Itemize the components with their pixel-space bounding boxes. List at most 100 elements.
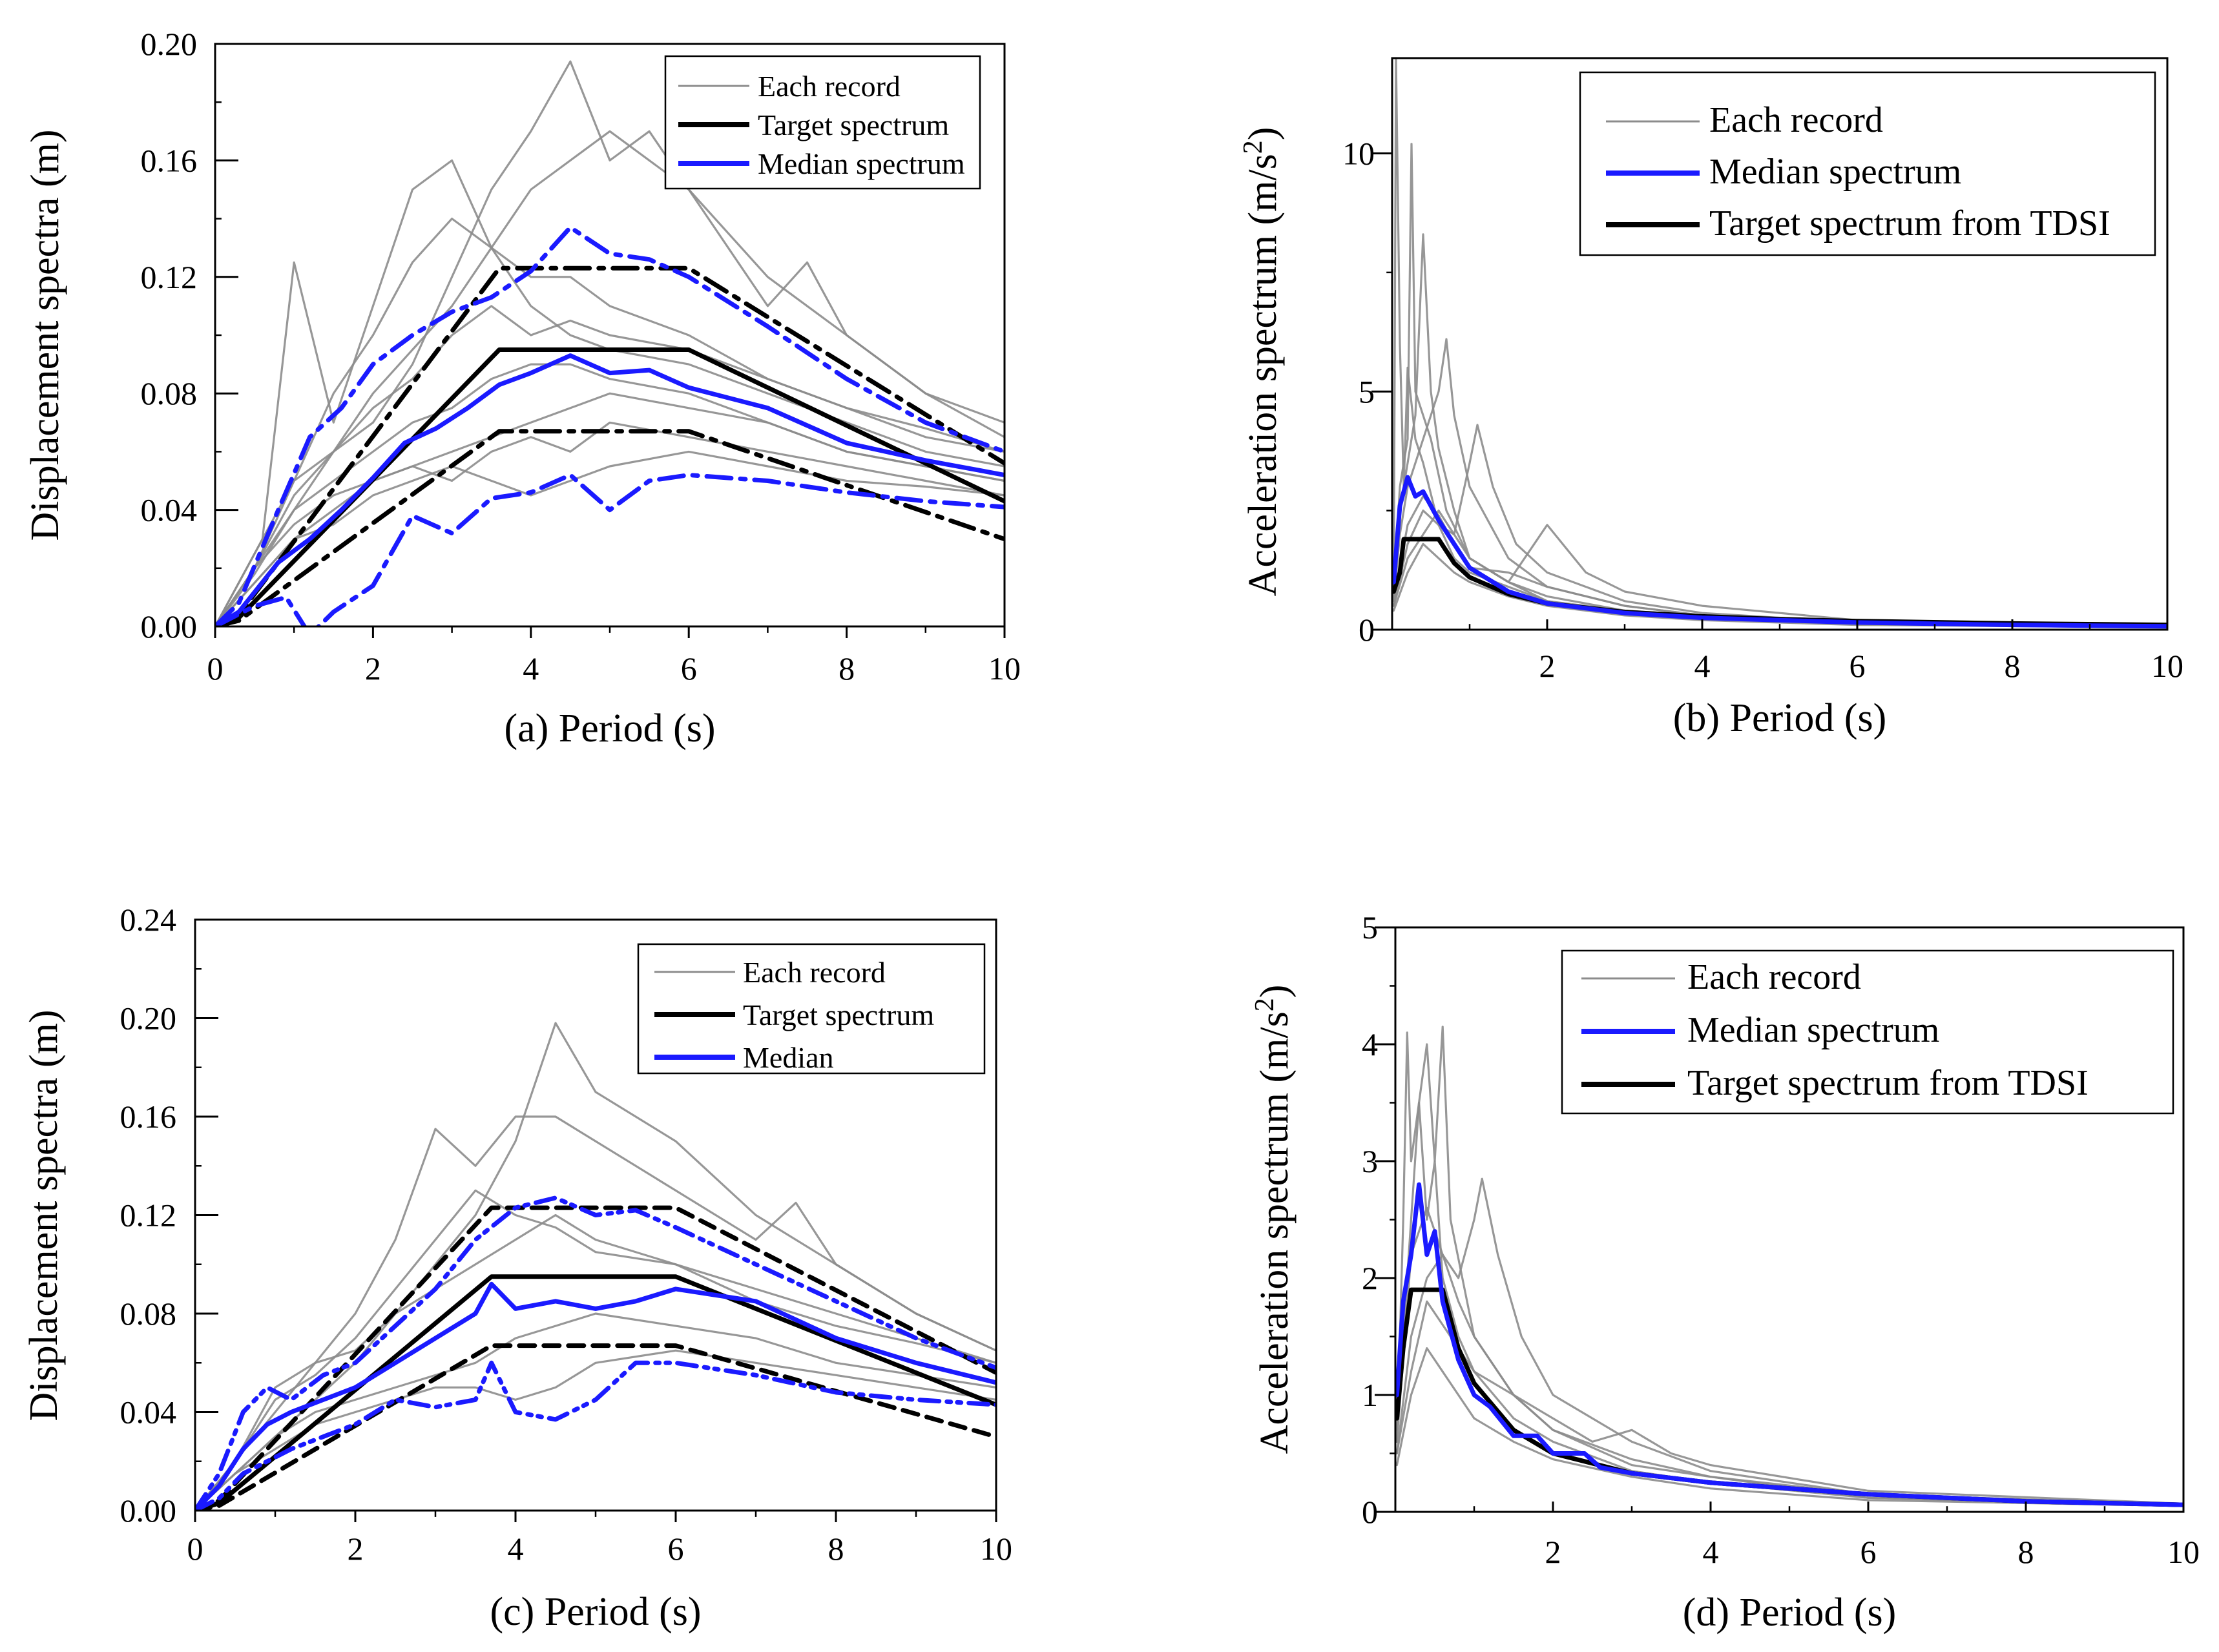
series-line-each-record bbox=[1392, 542, 2167, 628]
series-line-each-record bbox=[1395, 1347, 2183, 1507]
y-tick-label: 0.04 bbox=[141, 492, 198, 528]
x-tick-label: 6 bbox=[668, 1531, 684, 1567]
y-tick-label: 0 bbox=[1362, 1494, 1378, 1530]
panel-c: 0 2 4 6 8 10 0.00 0.04 0.08 0.12 0.16 0.20 0.24 (c) P… bbox=[22, 902, 1012, 1634]
x-axis-title: (d) Period (s) bbox=[1683, 1591, 1897, 1635]
x-tick-label: 2 bbox=[1545, 1534, 1561, 1570]
legend-label: Median spectrum bbox=[1709, 152, 1961, 192]
x-tick-label: 2 bbox=[365, 650, 381, 687]
legend-box bbox=[637, 943, 986, 1075]
y-axis-title: Acceleration spectrum (m/s2) bbox=[1238, 127, 1285, 597]
y-tick-label: 0.24 bbox=[120, 902, 177, 938]
y-tick-label: 0.16 bbox=[120, 1099, 177, 1135]
legend: Each record Target spectrum Median spectru… bbox=[664, 55, 981, 190]
legend-label: Target spectrum bbox=[758, 108, 949, 141]
x-tick-label: 10 bbox=[988, 650, 1021, 687]
legend-label: Median spectrum bbox=[1687, 1010, 1939, 1050]
x-tick-label: 0 bbox=[187, 1531, 203, 1567]
y-tick-label: 0.08 bbox=[141, 375, 198, 411]
legend-label: Target spectrum bbox=[743, 998, 934, 1031]
y-tick-label: 0.12 bbox=[120, 1197, 177, 1234]
x-tick-label: 6 bbox=[1860, 1534, 1877, 1570]
legend: Each record Target spectrum Median bbox=[637, 943, 986, 1075]
series-line-each-record bbox=[215, 421, 1005, 626]
series-line-median-lower bbox=[195, 1360, 996, 1511]
x-tick-label: 4 bbox=[508, 1531, 524, 1567]
series-line-each-record bbox=[215, 130, 1005, 626]
series-line-each-record bbox=[1395, 1177, 2183, 1506]
y-tick-label: 2 bbox=[1362, 1260, 1378, 1296]
y-tick-label: 5 bbox=[1359, 373, 1375, 409]
series-line-median-spectrum bbox=[1392, 475, 2167, 629]
series-line-each-record bbox=[1395, 1300, 2183, 1505]
series-group bbox=[1392, 57, 2167, 629]
series-line-target-upper-bound bbox=[195, 1205, 996, 1511]
series-line-each-record bbox=[1392, 509, 2167, 628]
series-line-each-record bbox=[195, 1349, 996, 1511]
x-tick-label: 8 bbox=[828, 1531, 844, 1567]
series-line-median bbox=[195, 1281, 996, 1511]
panel-b: 2 4 6 8 10 0 5 10 (b) Period (s) Acceleration spe… bbox=[1238, 57, 2183, 740]
series-line-each-record bbox=[215, 363, 1005, 626]
y-tick-label: 0.00 bbox=[141, 608, 198, 645]
legend: Each record Median spectrum Target spectru… bbox=[1561, 949, 2174, 1115]
series-line-each-record bbox=[1395, 1206, 2183, 1507]
y-tick-label: 10 bbox=[1342, 136, 1375, 172]
y-tick-label: 0.16 bbox=[141, 142, 198, 178]
y-tick-label: 0.08 bbox=[120, 1296, 177, 1332]
x-tick-label: 2 bbox=[348, 1531, 364, 1567]
x-tick-label: 10 bbox=[2151, 648, 2183, 684]
y-axis-title: Acceleration spectrum (m/s2) bbox=[1250, 985, 1297, 1454]
series-line-each-record bbox=[195, 1189, 996, 1511]
panel-d: 2 4 6 8 10 0 1 2 3 4 5 (d) Period (s) Acceleration s… bbox=[1250, 909, 2200, 1635]
series-line-target-lower-bound bbox=[215, 429, 1005, 626]
y-tick-label: 0.12 bbox=[141, 259, 198, 295]
series-line-target-upper-bound bbox=[215, 265, 1005, 626]
x-tick-label: 4 bbox=[1694, 648, 1711, 684]
x-tick-label: 10 bbox=[980, 1531, 1012, 1567]
series-line-each-record bbox=[195, 1022, 996, 1511]
y-tick-label: 5 bbox=[1362, 909, 1378, 945]
series-line-each-record bbox=[215, 305, 1005, 626]
legend-label: Median spectrum bbox=[758, 147, 965, 180]
series-group bbox=[1395, 1026, 2183, 1507]
x-tick-label: 2 bbox=[1539, 648, 1556, 684]
x-tick-label: 8 bbox=[2005, 648, 2021, 684]
series-line-each-record bbox=[1392, 424, 2167, 628]
legend-label: Target spectrum from TDSI bbox=[1687, 1063, 2089, 1103]
x-axis-title: (a) Period (s) bbox=[504, 707, 715, 750]
x-tick-label: 10 bbox=[2167, 1534, 2200, 1570]
y-tick-label: 0.00 bbox=[120, 1492, 177, 1529]
y-tick-label: 0.20 bbox=[120, 1000, 177, 1037]
series-line-each-record bbox=[195, 1312, 996, 1511]
x-tick-label: 0 bbox=[207, 650, 224, 687]
series-line-median-upper bbox=[195, 1195, 996, 1511]
series-line-each-record bbox=[215, 60, 1005, 626]
legend-label: Each record bbox=[1709, 100, 1883, 140]
y-tick-label: 0.04 bbox=[120, 1394, 177, 1430]
legend-label: Each record bbox=[743, 956, 886, 989]
series-group bbox=[215, 60, 1005, 626]
panel-a: 0 2 4 6 8 10 0.00 0.04 0.08 0.12 0.16 0.20 (a) Perio… bbox=[23, 26, 1021, 750]
legend-label: Each record bbox=[1687, 957, 1861, 997]
series-line-each-record bbox=[215, 450, 1005, 626]
legend: Each record Median spectrum Target spectru… bbox=[1579, 71, 2156, 256]
x-tick-label: 6 bbox=[681, 650, 697, 687]
y-tick-label: 3 bbox=[1362, 1143, 1378, 1179]
legend-label: Target spectrum from TDSI bbox=[1709, 203, 2110, 243]
series-line-each-record bbox=[1392, 495, 2167, 628]
series-line-each-record bbox=[195, 1115, 996, 1511]
y-tick-label: 0.20 bbox=[141, 26, 198, 62]
series-group bbox=[195, 1022, 996, 1511]
series-line-median-spectrum bbox=[1395, 1182, 2183, 1507]
series-line-each-record bbox=[1395, 1026, 2183, 1506]
legend-label: Each record bbox=[758, 70, 901, 103]
series-line-each-record bbox=[195, 1213, 996, 1511]
y-tick-label: 0 bbox=[1359, 612, 1375, 648]
x-tick-label: 8 bbox=[839, 650, 855, 687]
y-axis-title: Displacement spectra (m) bbox=[22, 1010, 66, 1421]
x-axis-title: (b) Period (s) bbox=[1673, 696, 1887, 740]
x-tick-label: 6 bbox=[1849, 648, 1866, 684]
series-line-median-upper bbox=[215, 225, 1005, 626]
